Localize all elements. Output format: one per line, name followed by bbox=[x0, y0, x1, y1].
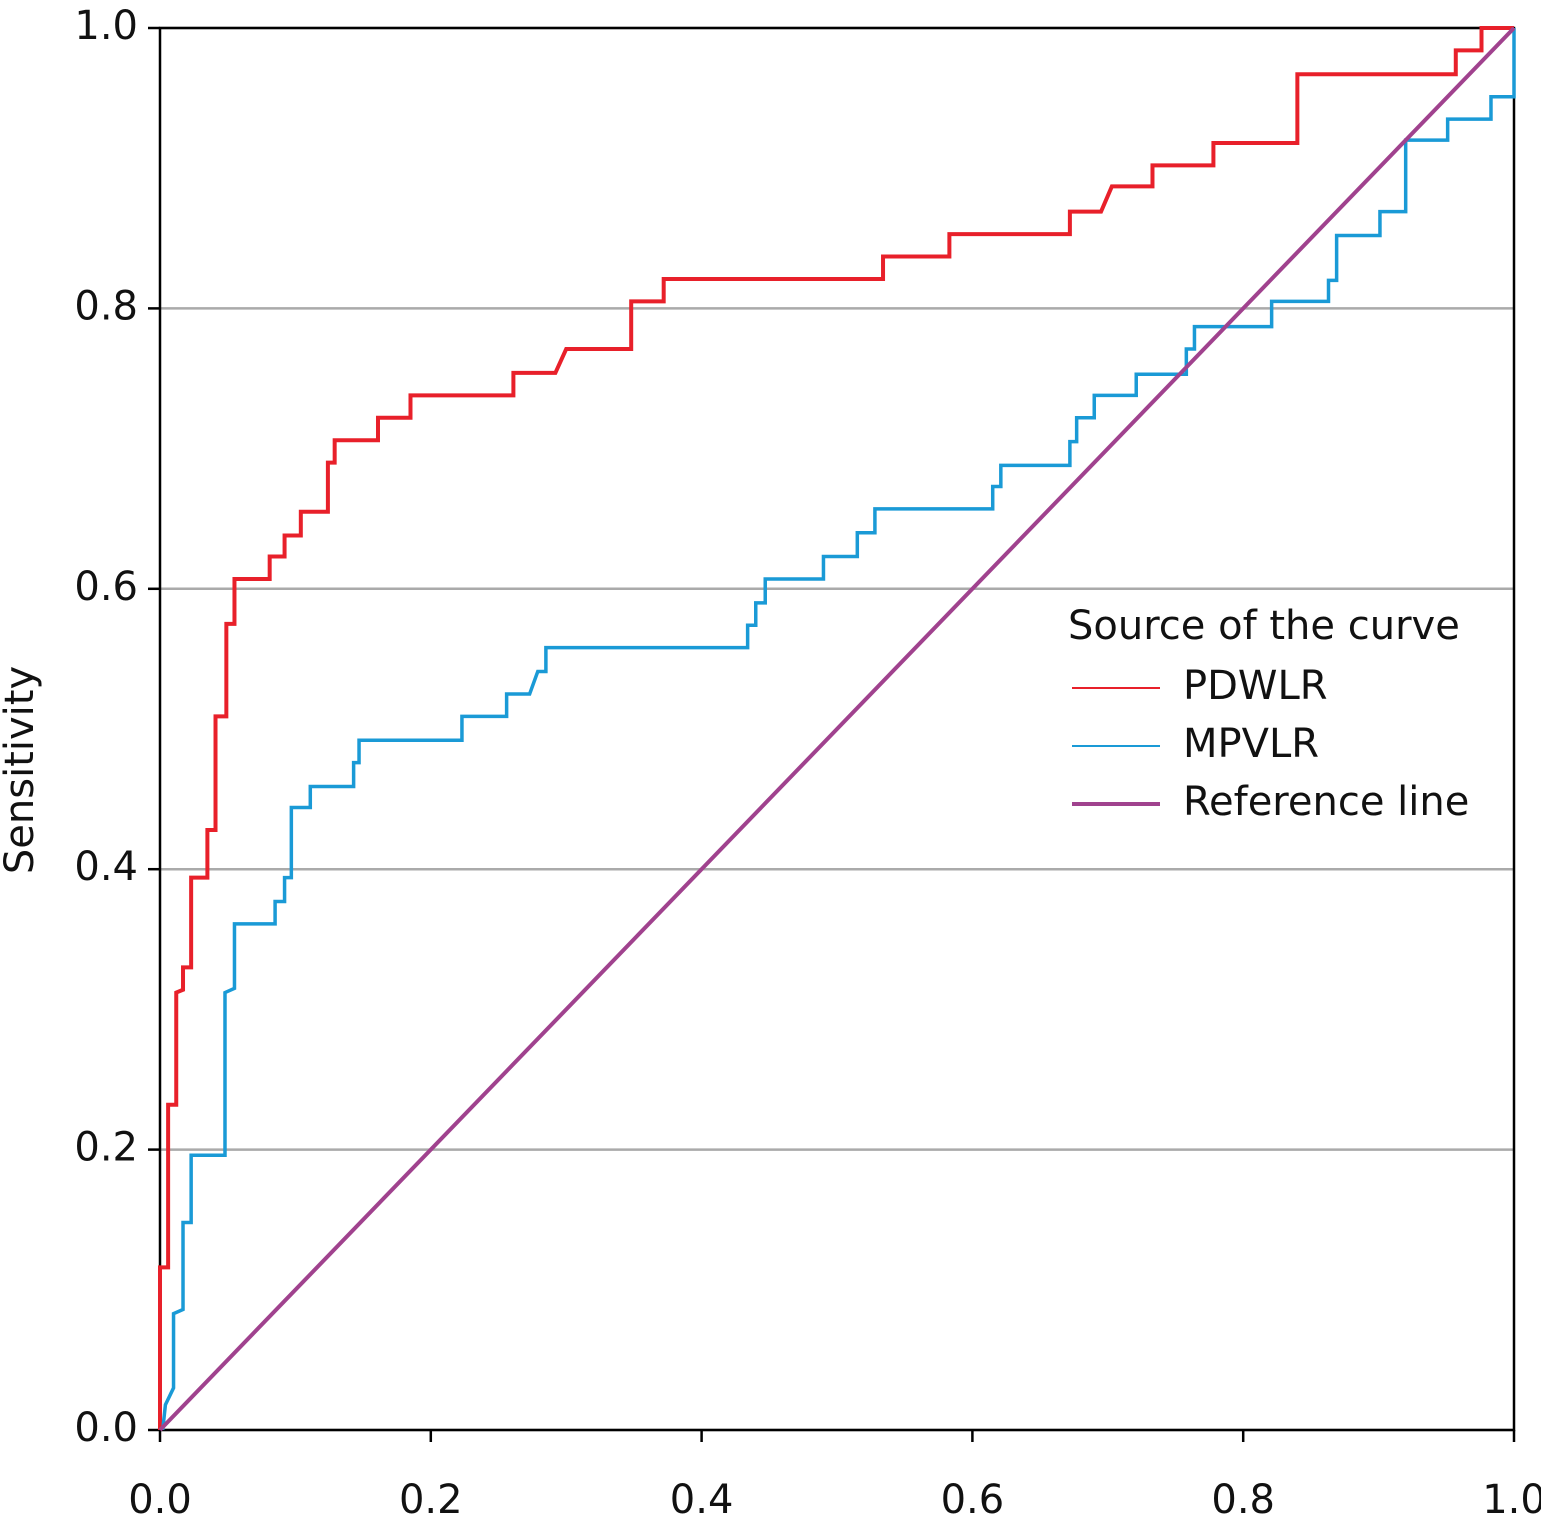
legend-label: MPVLR bbox=[1183, 721, 1319, 767]
x-tick-label: 1.0 bbox=[1482, 1477, 1541, 1522]
y-axis-label: Sensitivity bbox=[0, 666, 43, 874]
x-tick-label: 0.8 bbox=[1211, 1477, 1275, 1522]
roc-line bbox=[158, 26, 1516, 1432]
legend-label: Reference line bbox=[1183, 779, 1469, 825]
legend-title: Source of the curve bbox=[1068, 603, 1460, 649]
plot-frame bbox=[158, 26, 1516, 1432]
y-tick-label: 0.0 bbox=[74, 1405, 138, 1451]
legend-label: PDWLR bbox=[1183, 663, 1328, 709]
y-tick-label: 1.0 bbox=[74, 3, 138, 49]
x-tick-label: 0.2 bbox=[399, 1477, 463, 1522]
roc-line bbox=[160, 28, 1516, 1431]
x-tick-label: 0.4 bbox=[670, 1477, 734, 1522]
y-tick-label: 0.6 bbox=[74, 564, 138, 610]
y-tick-label: 0.8 bbox=[74, 283, 138, 329]
roc-line bbox=[158, 26, 1514, 1430]
x-tick-label: 0.0 bbox=[128, 1477, 192, 1522]
y-tick-label: 0.2 bbox=[74, 1125, 138, 1171]
x-tick-label: 0.6 bbox=[941, 1477, 1005, 1522]
y-tick-label: 0.4 bbox=[74, 844, 138, 890]
